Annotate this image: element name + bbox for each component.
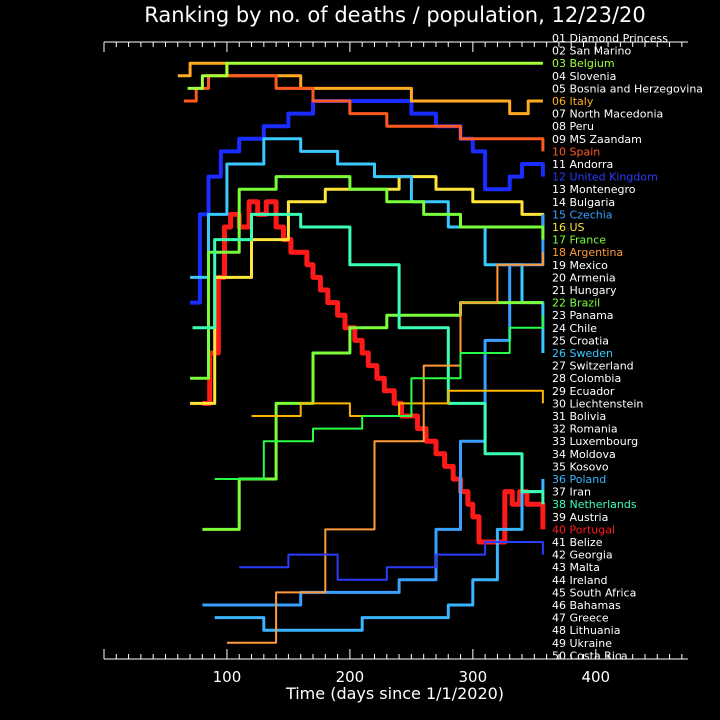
ranking-label: 06 Italy [552,95,594,108]
ranking-label: 08 Peru [552,120,594,133]
ranking-label: 38 Netherlands [552,498,637,511]
ranking-line [202,199,546,545]
ranking-label: 05 Bosnia and Herzegovina [552,82,703,95]
ranking-label: 34 Moldova [552,448,616,461]
ranking-label: 31 Bolivia [552,410,606,423]
ranking-label: 36 Poland [552,473,606,486]
ranking-line [190,137,545,353]
ranking-line [202,214,545,607]
ranking-line [239,541,544,581]
ranking-line [226,252,544,644]
x-tick-label: 100 [213,668,242,686]
ranking-label: 29 Ecuador [552,385,615,398]
ranking-line [177,61,543,116]
ranking-label: 09 MS Zaandam [552,133,642,146]
ranking-label: 27 Switzerland [552,360,634,373]
ranking-label: 26 Sweden [552,347,613,360]
ranking-label: 15 Czechia [552,208,613,221]
ranking-label: 10 Spain [552,145,600,158]
ranking-label: 11 Andorra [552,158,613,171]
ranking-label: 03 Belgium [552,57,615,70]
chart-title: Ranking by no. of deaths / population, 1… [144,3,646,27]
ranking-label: 19 Mexico [552,259,608,272]
ranking-label: 47 Greece [552,612,609,625]
ranking-label: 20 Armenia [552,271,616,284]
ranking-label: 16 US [552,221,585,234]
ranking-label: 49 Ukraine [552,637,612,650]
ranking-label: 42 Georgia [552,549,613,562]
ranking-label: 21 Hungary [552,284,617,297]
ranking-label: 50 Costa Rica [552,649,628,662]
ranking-line [183,74,545,152]
ranking-label: 12 United Kingdom [552,171,658,184]
ranking-label: 43 Malta [552,561,600,574]
ranking-label: 45 South Africa [552,586,636,599]
ranking-label: 30 Liechtenstein [552,397,643,410]
ranking-label: 23 Panama [552,309,614,322]
ranking-label: 28 Colombia [552,372,621,385]
ranking-label: 24 Chile [552,322,597,335]
ranking-label: 40 Portugal [552,523,615,536]
ranking-line [214,479,545,632]
ranking-label: 14 Bulgaria [552,196,615,209]
ranking-line [190,99,545,305]
ranking-label: 01 Diamond Princess [552,32,668,45]
ranking-label: 41 Belize [552,536,603,549]
ranking-label: 48 Lithuania [552,624,620,637]
ranking-label: 44 Ireland [552,574,608,587]
ranking-label: 39 Austria [552,511,608,524]
ranking-label: 18 Argentina [552,246,623,259]
ranking-label: 37 Iran [552,486,591,499]
ranking-label: 02 San Marino [552,45,631,58]
x-tick-label: 200 [336,668,365,686]
ranking-line [192,212,545,505]
ranking-line [214,315,544,480]
ranking-label: 07 North Macedonia [552,108,663,121]
ranking-label: 35 Kosovo [552,460,609,473]
x-axis-label: Time (days since 1/1/2020) [285,684,504,703]
ranking-label: 22 Brazil [552,297,600,310]
ranking-label: 32 Romania [552,423,618,436]
ranking-label: 13 Montenegro [552,183,636,196]
ranking-line [187,61,543,90]
ranking-label: 33 Luxembourg [552,435,638,448]
ranking-line [190,175,545,405]
ranking-line [190,175,545,380]
x-axis-ticks: 100 200 300 400 [103,42,683,686]
ranking-label: 17 France [552,234,606,247]
ranking-label: 04 Slovenia [552,70,616,83]
ranking-line [251,389,544,417]
x-tick-label: 300 [459,668,488,686]
ranking-label: 46 Bahamas [552,599,621,612]
ranking-label: 25 Croatia [552,334,609,347]
x-tick-label: 400 [581,668,610,686]
ranking-lines [177,61,546,644]
